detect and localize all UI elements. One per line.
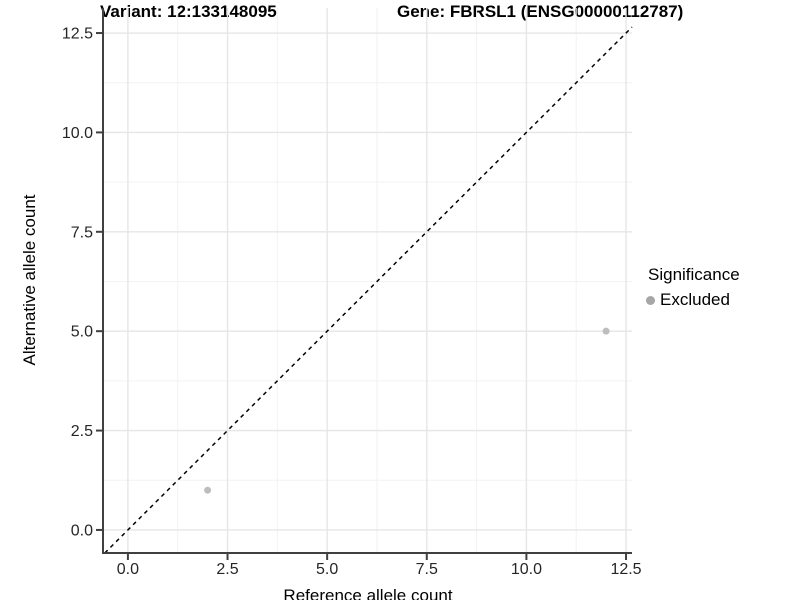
legend-point-icon bbox=[646, 295, 655, 305]
x-tick-label: 7.5 bbox=[416, 561, 438, 578]
x-tick-label: 5.0 bbox=[316, 561, 338, 578]
y-tick-label: 5.0 bbox=[71, 324, 93, 341]
plot-title-variant: Variant: 12:133148095 bbox=[100, 2, 277, 21]
y-tick-label: 7.5 bbox=[71, 224, 93, 241]
x-tick-label: 10.0 bbox=[511, 561, 542, 578]
plot-title-gene: Gene: FBRSL1 (ENSG00000112787) bbox=[397, 2, 684, 21]
y-tick-label: 10.0 bbox=[62, 125, 93, 142]
legend-item-excluded: Excluded bbox=[646, 290, 740, 310]
data-point bbox=[602, 327, 610, 335]
legend: Significance Excluded bbox=[646, 265, 740, 310]
legend-item-label: Excluded bbox=[660, 290, 730, 309]
x-tick-label: 0.0 bbox=[117, 561, 139, 578]
x-tick-label: 12.5 bbox=[610, 561, 641, 578]
legend-title: Significance bbox=[648, 265, 740, 284]
data-point bbox=[204, 486, 212, 494]
y-tick-label: 0.0 bbox=[71, 522, 93, 539]
x-axis-title: Reference allele count bbox=[283, 586, 453, 600]
x-tick-label: 2.5 bbox=[216, 561, 238, 578]
y-tick-label: 12.5 bbox=[62, 26, 93, 43]
y-axis-title: Alternative allele count bbox=[20, 194, 39, 366]
identity-line bbox=[104, 26, 633, 554]
y-tick-label: 2.5 bbox=[71, 423, 93, 440]
